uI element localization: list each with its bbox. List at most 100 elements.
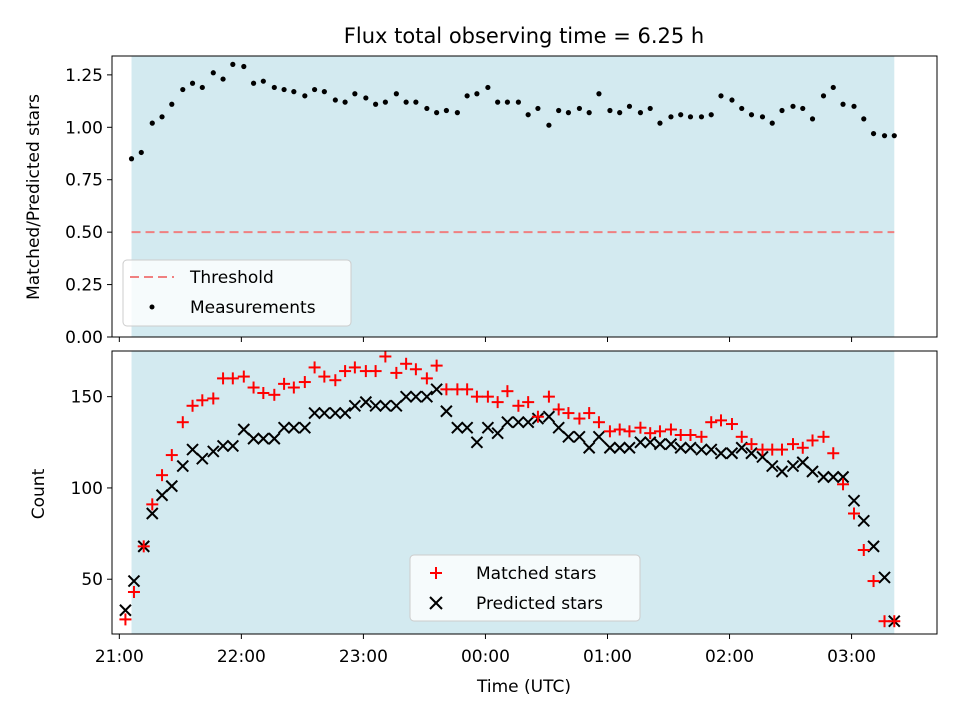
matched-point	[725, 418, 738, 431]
matched-point	[623, 425, 636, 438]
x-tick-label: 22:00	[217, 647, 266, 667]
matched-point	[237, 370, 250, 383]
measurement-point	[138, 149, 144, 156]
predicted-point	[226, 439, 240, 453]
matched-point	[440, 383, 453, 396]
figure-title: Flux total observing time = 6.25 h	[344, 24, 704, 48]
measurement-point	[830, 84, 836, 91]
matched-point	[848, 507, 861, 520]
measurement-point	[403, 99, 409, 105]
predicted-point	[440, 405, 453, 418]
predicted-point	[338, 406, 352, 420]
ratio-legend: Threshold Measurements	[122, 259, 352, 327]
predicted-point	[308, 406, 321, 420]
x-tick-label: 00:00	[461, 647, 510, 667]
count-x-ticks: 21:00 22:00 23:00 00:00 01:00 02:00 03:00	[95, 634, 876, 667]
measurement-point	[678, 112, 684, 118]
predicted-point	[827, 470, 840, 484]
matched-point	[634, 421, 647, 434]
matched-point	[137, 540, 150, 553]
measurement-point	[210, 70, 216, 76]
x-tick-label: 02:00	[705, 647, 754, 667]
predicted-point	[470, 436, 484, 449]
predicted-point	[836, 470, 850, 484]
matched-points	[119, 350, 901, 628]
matched-point	[562, 407, 575, 420]
matched-point	[268, 388, 281, 401]
predicted-point	[582, 441, 596, 454]
measurement-point	[870, 130, 877, 137]
matched-point	[888, 615, 901, 628]
matched-point	[390, 366, 403, 379]
matched-point	[542, 390, 555, 403]
measurement-point	[271, 84, 277, 91]
measurement-point	[769, 120, 775, 126]
matched-point	[165, 449, 178, 462]
predicted-point	[521, 415, 535, 429]
ratio-y-ticks: 0.00 0.25 0.50 0.75 1.00 1.25	[65, 66, 112, 348]
matched-point	[573, 412, 586, 425]
ratio-y-tick-label: 1.00	[65, 118, 103, 138]
measurement-point	[759, 114, 766, 120]
measurement-point	[809, 116, 816, 122]
measurement-point	[596, 91, 602, 97]
predicted-point	[237, 423, 251, 436]
measurement-point	[748, 112, 755, 118]
matched-point	[776, 443, 789, 456]
matched-point	[735, 430, 748, 443]
measurement-point	[281, 86, 287, 93]
ratio-y-axis-label: Matched/Predicted stars	[24, 94, 44, 300]
measurement-point	[443, 107, 449, 114]
matched-point	[318, 370, 331, 383]
predicted-point	[695, 443, 708, 456]
predicted-point	[146, 507, 159, 520]
matched-point	[684, 428, 697, 441]
measurement-point	[881, 133, 888, 139]
predicted-point	[664, 437, 678, 451]
measurement-point	[576, 105, 583, 112]
predicted-point	[247, 432, 260, 445]
predicted-point	[207, 445, 220, 458]
count-y-tick-label: 150	[71, 388, 103, 408]
predicted-point	[573, 430, 586, 444]
matched-point	[512, 399, 525, 412]
matched-point	[613, 423, 626, 436]
matched-point	[522, 396, 535, 409]
matched-point	[491, 396, 504, 409]
predicted-point	[390, 399, 403, 412]
measurement-points	[128, 61, 897, 162]
predicted-point	[512, 415, 525, 429]
predicted-point	[562, 430, 575, 444]
predicted-point	[359, 395, 373, 409]
matched-point	[226, 372, 239, 385]
x-tick-label: 23:00	[339, 647, 388, 667]
count-axes-frame	[111, 350, 938, 635]
measurement-point	[454, 110, 460, 116]
predicted-point	[268, 432, 281, 445]
measurement-point	[820, 93, 827, 99]
count-y-axis-label: Count	[29, 468, 49, 519]
matched-point	[806, 434, 819, 447]
ratio-y-tick-label: 1.25	[65, 66, 103, 86]
measurement-point	[739, 105, 745, 112]
matched-point	[127, 586, 140, 599]
predicted-point	[796, 456, 809, 469]
ratio-panel: 0.00 0.25 0.50 0.75 1.00 1.25 Matched/Predict…	[24, 55, 938, 348]
matched-point	[531, 410, 544, 423]
predicted-point	[196, 452, 209, 465]
predicted-points	[119, 383, 901, 628]
measurement-point	[159, 114, 165, 120]
measurement-point	[617, 110, 623, 116]
matched-point	[857, 544, 870, 557]
predicted-point	[552, 421, 565, 434]
matched-point	[379, 350, 392, 363]
matched-point	[196, 394, 209, 407]
predicted-point	[348, 399, 362, 412]
measurement-point	[687, 114, 694, 120]
measurements-legend-label: Measurements	[190, 298, 316, 318]
x-axis-label: Time (UTC)	[476, 677, 571, 697]
matched-point	[348, 361, 361, 374]
measurement-point	[321, 89, 327, 95]
predicted-point	[674, 441, 687, 454]
